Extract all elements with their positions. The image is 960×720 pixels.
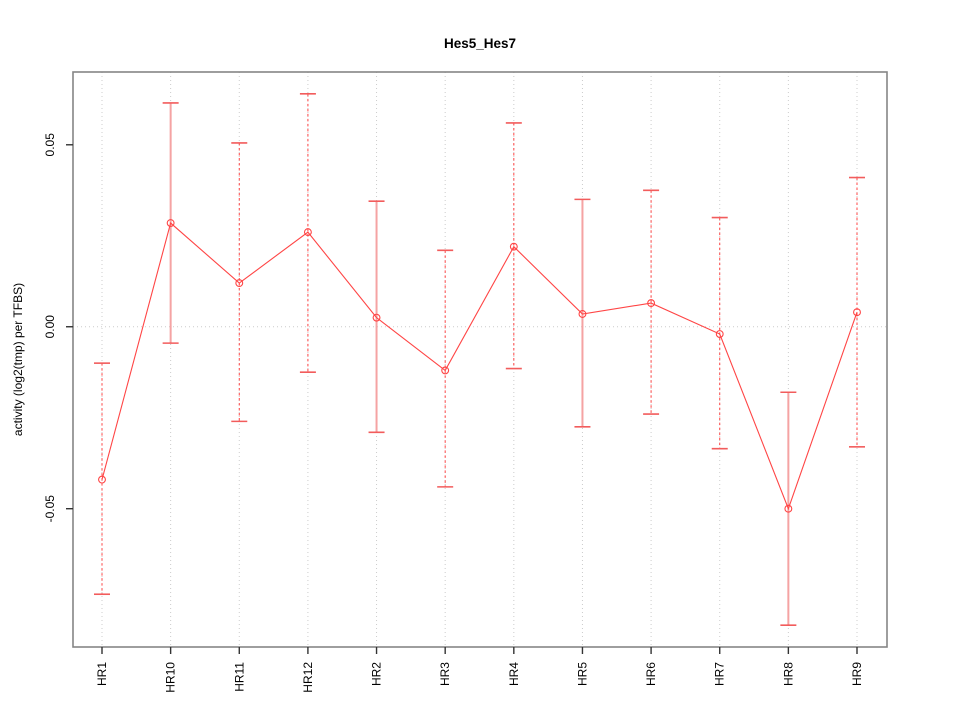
chart-title: Hes5_Hes7 (444, 36, 516, 51)
y-tick-label-0.05: 0.05 (43, 133, 57, 157)
data-point-HR11 (235, 279, 244, 288)
data-point-HR1 (98, 475, 106, 484)
data-point-HR4 (509, 242, 518, 251)
data-point-HR5 (578, 310, 587, 318)
x-tick-label-HR11: HR11 (232, 662, 246, 692)
x-tick-label-HR6: HR6 (644, 662, 658, 686)
plot-box (72, 71, 888, 648)
data-point-HR10 (166, 219, 175, 227)
x-tick-label-HR9: HR9 (850, 662, 864, 686)
data-point-HR8 (784, 504, 793, 513)
data-point-HR6 (647, 299, 656, 308)
data-point-HR9 (853, 308, 861, 317)
x-tick-label-HR7: HR7 (713, 662, 727, 686)
x-tick-label-HR3: HR3 (438, 662, 452, 686)
data-point-HR2 (372, 313, 381, 322)
series-line-activity (101, 222, 858, 511)
x-tick-label-HR10: HR10 (164, 662, 178, 693)
data-point-HR3 (441, 366, 450, 375)
x-tick-label-HR1: HR1 (95, 662, 109, 686)
data-point-HR7 (715, 330, 724, 338)
x-tick-label-HR5: HR5 (575, 662, 589, 686)
x-tick-label-HR12: HR12 (301, 662, 315, 693)
data-point-HR12 (303, 228, 312, 237)
y-tick-label-0.00: 0.00 (43, 315, 57, 339)
x-tick-label-HR4: HR4 (507, 662, 521, 686)
x-tick-label-HR8: HR8 (781, 662, 795, 686)
y-axis-label: activity (log2(tmp) per TFBS) (11, 283, 25, 436)
y-tick-label--0.05: -0.05 (43, 495, 57, 523)
x-tick-label-HR2: HR2 (370, 662, 384, 686)
